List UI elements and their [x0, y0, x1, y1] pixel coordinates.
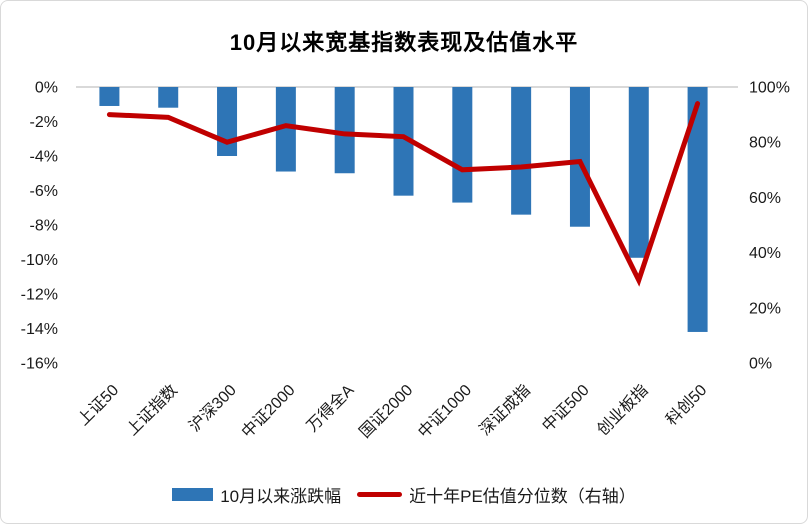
x-axis-label-创业板指: 创业板指 — [594, 381, 652, 439]
x-axis-label-万得全A: 万得全A — [303, 381, 357, 435]
right-axis-tick-label: 100% — [749, 80, 790, 97]
left-axis-tick-label: 0% — [35, 80, 58, 97]
x-axis-label-中证1000: 中证1000 — [415, 381, 476, 442]
x-axis-label-沪深300: 沪深300 — [186, 381, 240, 435]
x-axis-label-科创50: 科创50 — [662, 381, 710, 429]
left-axis-tick-label: -2% — [30, 114, 58, 131]
right-axis-tick-label: 60% — [749, 190, 781, 207]
line-series-label: 近十年PE估值分位数（右轴） — [409, 487, 636, 506]
right-axis-tick-label: 20% — [749, 300, 781, 317]
bar-中证1000 — [452, 87, 473, 203]
right-axis-tick-label: 40% — [749, 245, 781, 262]
bar-上证50 — [99, 87, 120, 106]
chart-plot-area: 0% -2% -4% -6% -8% -10% -12% -14% -16% 100% 80% 60%… — [21, 80, 790, 442]
bar-series-label: 10月以来涨跌幅 — [220, 487, 342, 506]
left-axis-tick-label: -14% — [21, 321, 58, 338]
left-axis-tick-label: -10% — [21, 252, 58, 269]
x-axis-label-中证2000: 中证2000 — [238, 381, 299, 442]
bar-中证2000 — [275, 87, 296, 172]
x-axis-label-中证500: 中证500 — [539, 381, 593, 435]
left-axis-tick-label: -4% — [30, 149, 58, 166]
bar-万得全A — [334, 87, 355, 174]
x-axis-label-上证指数: 上证指数 — [123, 381, 181, 439]
pe-percentile-line — [106, 101, 701, 287]
bar-中证500 — [569, 87, 590, 227]
right-axis-tick-label: 0% — [749, 356, 772, 373]
x-axis-label-国证2000: 国证2000 — [356, 381, 417, 442]
left-axis-tick-label: -6% — [30, 183, 58, 200]
line-series-swatch-icon — [357, 492, 403, 497]
bar-沪深300 — [217, 87, 238, 156]
bar-科创50 — [687, 87, 708, 332]
legend-item-bar-series: 10月以来涨跌幅 — [172, 482, 341, 507]
x-axis-label-上证50: 上证50 — [74, 381, 122, 429]
chart-title: 10月以来宽基指数表现及估值水平 — [229, 30, 579, 55]
bar-上证指数 — [158, 87, 179, 108]
right-axis-tick-label: 80% — [749, 135, 781, 152]
left-axis-tick-label: -12% — [21, 287, 58, 304]
left-axis-tick-label: -16% — [21, 356, 58, 373]
bar-深证成指 — [511, 87, 532, 215]
legend-item-line-series: 近十年PE估值分位数（右轴） — [357, 482, 636, 507]
bar-创业板指 — [628, 87, 649, 258]
bar-series-swatch-icon — [172, 488, 214, 501]
chart-legend: 10月以来涨跌幅 近十年PE估值分位数（右轴） — [1, 482, 807, 507]
bar-国证2000 — [393, 87, 414, 196]
left-axis-tick-label: -8% — [30, 218, 58, 235]
x-axis-label-深证成指: 深证成指 — [476, 381, 534, 439]
